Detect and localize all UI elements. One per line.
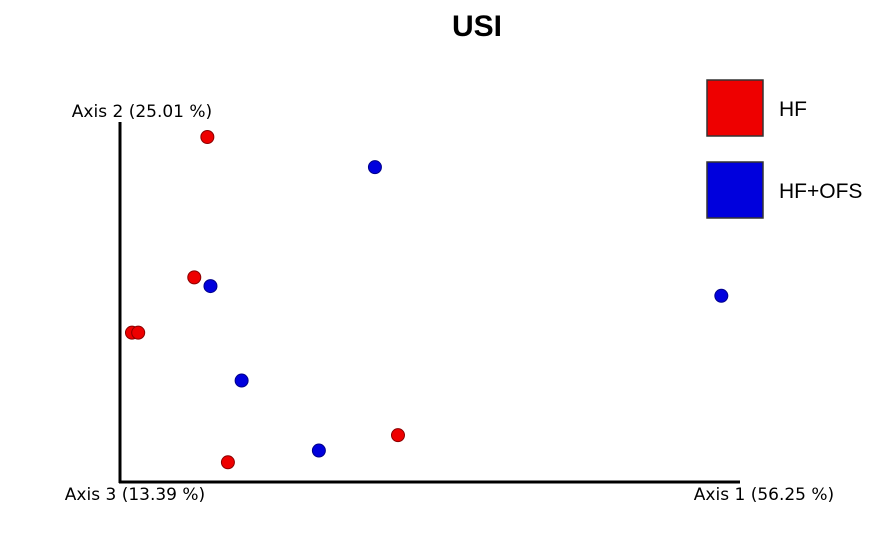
axis-3-label: Axis 3 (13.39 %): [65, 485, 205, 505]
legend-swatch-hf: [706, 79, 764, 137]
data-points: [124, 130, 729, 470]
legend: HF HF+OFS: [706, 79, 862, 219]
point-hf-ofs-4: [311, 443, 326, 458]
point-hf-0: [200, 130, 215, 144]
point-hf-1: [187, 270, 202, 285]
point-hf-3: [131, 325, 146, 340]
point-hf-ofs-1: [203, 279, 218, 294]
legend-label-hf-ofs: HF+OFS: [779, 180, 862, 203]
axis-1-label: Axis 1 (56.25 %): [694, 485, 834, 505]
point-hf-ofs-0: [367, 160, 382, 175]
axis-2-label: Axis 2 (25.01 %): [72, 102, 212, 122]
chart-title: USI: [452, 10, 502, 43]
point-hf-ofs-3: [234, 373, 249, 388]
legend-label-hf: HF: [779, 98, 807, 121]
legend-swatch-hf-ofs: [706, 161, 764, 219]
point-hf-4: [390, 428, 405, 443]
point-hf-ofs-2: [714, 288, 729, 303]
point-hf-5: [220, 455, 235, 470]
